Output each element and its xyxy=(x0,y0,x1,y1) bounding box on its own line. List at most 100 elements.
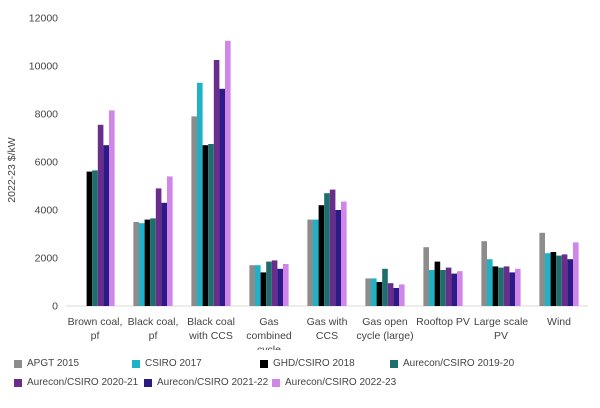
category-label: Rooftop PV xyxy=(416,316,470,328)
legend-label: Aurecon/CSIRO 2021-22 xyxy=(157,377,269,388)
bar xyxy=(440,270,446,306)
category-label: cycle (large) xyxy=(356,330,413,342)
y-axis-title: 2022-23 $/kW xyxy=(6,137,18,202)
bar xyxy=(133,222,139,306)
category-label: pf xyxy=(91,330,100,342)
bar xyxy=(277,268,283,306)
bar xyxy=(487,259,493,306)
bar xyxy=(271,260,278,306)
bar xyxy=(191,116,197,307)
bar xyxy=(335,210,341,306)
bar xyxy=(219,88,225,306)
legend-label: Aurecon/CSIRO 2019-20 xyxy=(403,358,515,369)
legend-swatch xyxy=(14,378,22,387)
y-tick-label: 12000 xyxy=(29,13,58,25)
bar xyxy=(434,261,441,306)
bar xyxy=(249,265,255,306)
bar-chart: 2022-23 $/kW 0 2000 4000 6000 8000 10000 12000… xyxy=(6,13,588,356)
bar xyxy=(399,284,405,306)
category-label: PV xyxy=(494,330,508,342)
legend-item: Aurecon/CSIRO 2021-22 xyxy=(144,377,272,388)
bar xyxy=(225,40,231,307)
bar xyxy=(318,205,325,306)
bar xyxy=(324,193,330,306)
bar xyxy=(498,267,504,306)
legend-swatch xyxy=(132,359,140,368)
legend-label: APGT 2015 xyxy=(27,358,80,369)
bar xyxy=(313,219,319,306)
legend-row: APGT 2015 CSIRO 2017 GHD/CSIRO 2018 Aurecon… xyxy=(14,354,600,373)
legend-label: Aurecon/CSIRO 2020-21 xyxy=(27,377,139,388)
bar xyxy=(445,267,452,306)
bar xyxy=(307,219,313,306)
bar xyxy=(341,201,347,306)
legend-swatch xyxy=(260,359,268,368)
legend: APGT 2015 CSIRO 2017 GHD/CSIRO 2018 Aurecon… xyxy=(14,354,600,392)
bar xyxy=(393,288,399,306)
bar xyxy=(202,145,209,306)
bar xyxy=(167,176,173,306)
bar xyxy=(573,242,579,306)
category-label: Brown coal, xyxy=(68,316,123,328)
legend-label: GHD/CSIRO 2018 xyxy=(273,358,355,369)
category-label: Black coal, xyxy=(128,316,179,328)
bar xyxy=(92,170,98,306)
y-tick-label: 4000 xyxy=(35,205,59,217)
y-tick-label: 8000 xyxy=(35,109,59,121)
bar xyxy=(208,144,214,306)
bar xyxy=(103,145,109,306)
category-label: Large scale xyxy=(474,316,528,328)
bar xyxy=(451,273,457,306)
bar xyxy=(567,259,573,306)
bar xyxy=(376,282,383,306)
category-label: Gas open xyxy=(362,316,408,328)
bar xyxy=(150,218,156,306)
bar xyxy=(144,219,151,306)
bar xyxy=(492,266,499,306)
category-label: CCS xyxy=(316,330,338,342)
bar xyxy=(382,268,388,306)
bar xyxy=(283,264,289,306)
bar xyxy=(371,278,377,306)
bar xyxy=(266,261,272,306)
category-label: pf xyxy=(149,330,158,342)
category-label: Black coal xyxy=(187,316,235,328)
legend-item: Aurecon/CSIRO 2022-23 xyxy=(272,377,396,388)
bar xyxy=(561,254,568,306)
bar xyxy=(213,60,220,306)
bar xyxy=(457,271,463,306)
bar xyxy=(197,82,203,306)
bar xyxy=(481,241,487,306)
legend-label: CSIRO 2017 xyxy=(145,358,202,369)
y-tick-label: 0 xyxy=(52,301,58,313)
legend-item: Aurecon/CSIRO 2020-21 xyxy=(14,377,144,388)
legend-label: Aurecon/CSIRO 2022-23 xyxy=(285,377,397,388)
bar xyxy=(556,255,562,306)
legend-item: Aurecon/CSIRO 2019-20 xyxy=(390,358,514,369)
bar xyxy=(515,268,521,306)
bar xyxy=(365,278,371,306)
bar xyxy=(86,171,93,306)
legend-swatch xyxy=(272,378,280,387)
legend-item: CSIRO 2017 xyxy=(132,358,260,369)
bar xyxy=(260,272,267,306)
bar xyxy=(429,270,435,306)
legend-swatch xyxy=(144,378,152,387)
bar xyxy=(97,124,104,306)
category-label: Gas with xyxy=(307,316,348,328)
category-label: Gas xyxy=(259,316,278,328)
legend-row: Aurecon/CSIRO 2020-21 Aurecon/CSIRO 2021-… xyxy=(14,373,600,392)
bar xyxy=(423,247,429,306)
bar xyxy=(329,189,336,306)
legend-item: APGT 2015 xyxy=(14,358,132,369)
bar xyxy=(509,272,515,306)
category-label: with CCS xyxy=(188,330,233,342)
bar xyxy=(387,283,394,306)
legend-item: GHD/CSIRO 2018 xyxy=(260,358,390,369)
bar xyxy=(109,110,115,307)
category-label: combined xyxy=(246,330,292,342)
legend-swatch xyxy=(390,359,398,368)
bar xyxy=(161,202,167,306)
bar xyxy=(545,253,551,306)
category-label: cycle xyxy=(257,344,281,350)
